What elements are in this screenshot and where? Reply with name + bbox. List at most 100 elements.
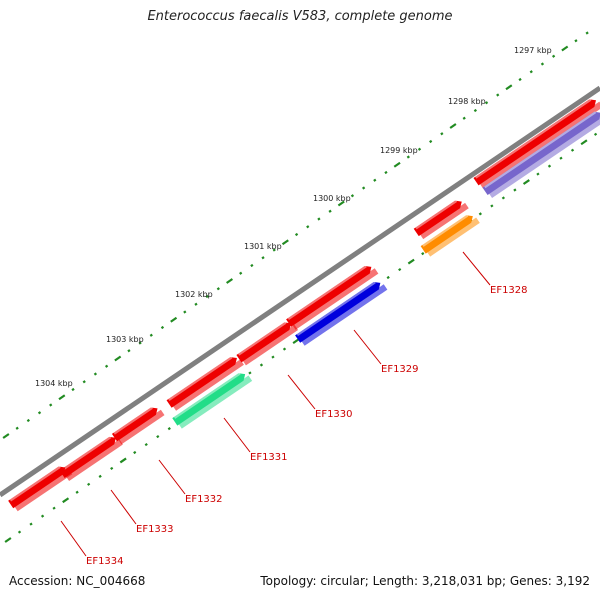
inner-tick — [259, 363, 264, 367]
outer-tick — [317, 217, 321, 221]
outer-tick — [294, 232, 299, 237]
inner-tick — [4, 537, 12, 543]
accession-text: Accession: NC_004668 — [9, 574, 146, 588]
scale-label: 1302 kbp — [175, 290, 213, 299]
feature-layer — [8, 98, 600, 512]
outer-tick — [473, 108, 477, 113]
outer-tick — [170, 316, 178, 323]
gene-arrow — [482, 111, 600, 199]
gene-leader-line — [462, 251, 491, 286]
inner-tick — [119, 457, 127, 464]
inner-tick — [398, 267, 402, 272]
outer-tick — [194, 302, 198, 306]
gene-leader-line — [110, 489, 137, 525]
gene-label[interactable]: EF1330 — [315, 409, 353, 420]
outer-tick — [373, 178, 377, 182]
inner-tick — [29, 522, 33, 526]
inner-tick — [248, 371, 252, 375]
inner-tick — [522, 179, 530, 185]
inner-tick — [156, 435, 160, 439]
scale-label: 1299 kbp — [380, 146, 418, 155]
inner-tick — [167, 427, 171, 431]
outer-tick — [449, 123, 457, 129]
outer-tick — [26, 418, 30, 423]
gene-arrow — [8, 465, 73, 512]
outer-tick — [49, 403, 53, 407]
outer-tick — [226, 278, 234, 284]
outer-tick — [127, 349, 131, 353]
gene-arrow — [59, 436, 123, 481]
scale-label: 1298 kbp — [448, 97, 486, 106]
outer-tick — [496, 93, 500, 97]
gene-arrow — [111, 406, 165, 445]
inner-tick — [501, 196, 505, 200]
inner-tick — [536, 172, 540, 176]
inner-tick — [52, 506, 56, 510]
outer-tick — [306, 225, 310, 229]
inner-tick — [421, 252, 425, 256]
gene-label[interactable]: EF1332 — [185, 494, 223, 505]
outer-tick — [440, 132, 444, 136]
scale-label: 1304 kbp — [35, 379, 73, 388]
outer-tick — [281, 239, 289, 246]
label-leaders — [60, 251, 491, 557]
inner-tick — [87, 482, 91, 486]
outer-tick — [393, 161, 401, 168]
outer-tick — [250, 263, 254, 268]
outer-tick — [551, 54, 556, 58]
scale-label: 1303 kbp — [106, 335, 144, 344]
outer-tick — [540, 62, 545, 66]
outer-tick — [328, 209, 332, 213]
outer-tick — [529, 70, 533, 74]
outer-tick — [505, 84, 513, 91]
inner-tick — [570, 148, 575, 152]
gene-arrow — [172, 372, 253, 429]
outer-tick — [518, 77, 522, 82]
outer-tick — [138, 341, 142, 345]
outer-tick — [37, 411, 42, 415]
outer-tick — [574, 39, 578, 43]
gene-label[interactable]: EF1329 — [381, 364, 419, 375]
genome-backbone — [0, 85, 600, 498]
scale-label: 1301 kbp — [244, 242, 282, 251]
inner-tick — [17, 530, 22, 534]
inner-tick — [144, 442, 148, 447]
gene-arrow — [413, 200, 469, 240]
genome-summary-text: Topology: circular; Length: 3,218,031 bp… — [260, 574, 590, 588]
outer-tick — [384, 170, 388, 175]
outer-tick — [561, 45, 569, 52]
gene-leader-line — [223, 417, 251, 453]
gene-label[interactable]: EF1333 — [136, 524, 174, 535]
outer-tick — [15, 426, 19, 430]
outer-tick — [104, 364, 109, 368]
gene-arrow — [286, 265, 379, 330]
inner-tick — [407, 258, 415, 265]
gene-leader-line — [287, 374, 316, 410]
inner-tick — [513, 188, 517, 192]
outer-tick — [93, 372, 98, 376]
inner-tick — [490, 204, 494, 208]
gene-arrow — [166, 356, 244, 411]
scale-label: 1300 kbp — [313, 194, 351, 203]
inner-tick — [62, 497, 70, 504]
scale-labels: 1297 kbp 1298 kbp 1299 kbp 1300 kbp 1301 kbp… — [35, 46, 552, 388]
gene-arrow — [473, 98, 600, 189]
outer-tick — [216, 287, 220, 291]
inner-tick — [75, 490, 79, 494]
outer-tick — [183, 310, 187, 314]
outer-tick — [429, 139, 433, 144]
gene-leader-line — [60, 520, 87, 557]
outer-tick — [58, 394, 66, 401]
gene-arrow — [420, 214, 480, 257]
outer-tick — [362, 186, 366, 190]
gene-label[interactable]: EF1334 — [86, 556, 124, 567]
gene-label[interactable]: EF1331 — [250, 452, 288, 463]
gene-arrow — [295, 281, 388, 346]
outer-tick — [2, 433, 10, 439]
outer-tick — [337, 200, 345, 207]
gene-label[interactable]: EF1328 — [490, 285, 528, 296]
gene-leader-line — [158, 459, 186, 495]
outer-tick — [406, 155, 410, 159]
